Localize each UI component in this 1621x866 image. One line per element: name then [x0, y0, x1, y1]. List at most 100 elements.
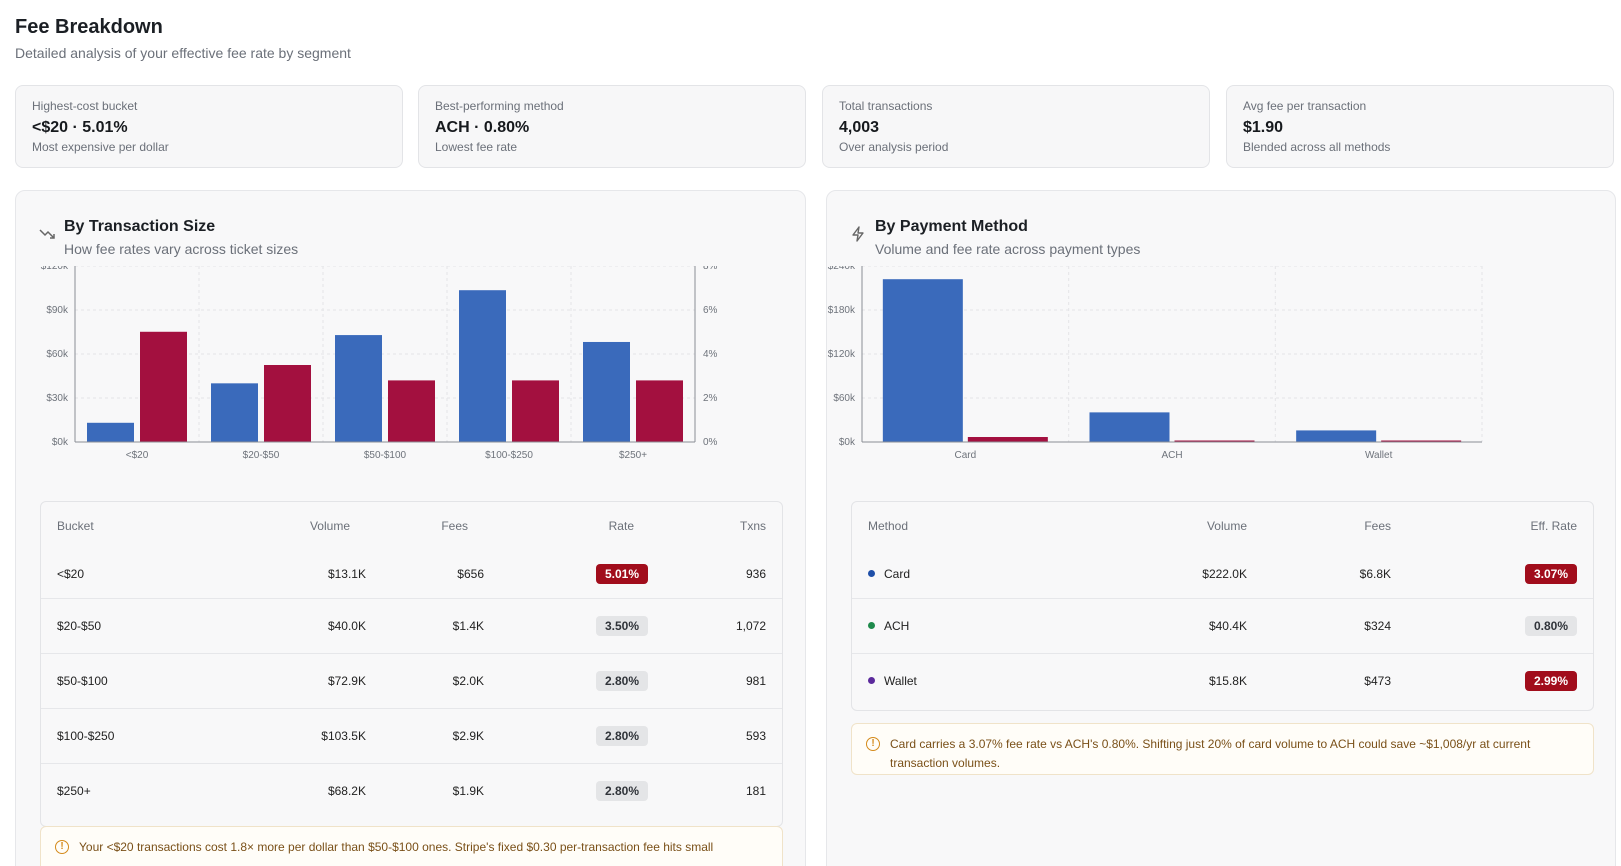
cell-fees: $2.9K	[452, 729, 484, 743]
callout-text: Your <$20 transactions cost 1.8× more pe…	[79, 840, 714, 854]
method-label: ACH	[884, 619, 910, 633]
stat-card-total-transactions: Total transactions 4,003 Over analysis p…	[822, 85, 1210, 168]
cell-bucket: $100-$250	[57, 729, 115, 743]
bar-secondary-3	[512, 380, 559, 442]
stat-sub: Over analysis period	[839, 140, 949, 154]
cell-rate: 5.01%	[595, 564, 648, 584]
bar-secondary-2	[1381, 440, 1462, 442]
bar-secondary-2	[388, 380, 435, 442]
cell-fees: $324	[1364, 619, 1391, 633]
trending-down-icon	[39, 229, 55, 239]
lightning-icon	[852, 226, 864, 242]
callout-text: Card carries a 3.07% fee rate vs ACH's 0…	[890, 737, 1531, 770]
column-header-eff-rate: Eff. Rate	[1530, 519, 1577, 533]
bar-secondary-1	[1174, 440, 1255, 442]
stat-card-best-method: Best-performing method ACH · 0.80% Lowes…	[418, 85, 806, 168]
info-icon: !	[55, 840, 69, 854]
method-label: Card	[884, 567, 911, 581]
y-tick-label-left: $60k	[833, 393, 856, 404]
payment-method-chart: $0k $60k $120k $180k $240k Card ACH Wallet	[828, 266, 1483, 461]
y-tick-label-left: $120k	[41, 266, 69, 272]
y-tick-label-left: $90k	[46, 305, 69, 316]
table-row: Wallet $15.8K $473 2.99%	[852, 653, 1593, 708]
x-tick-label: $50-$100	[364, 450, 407, 461]
bar-primary-2	[1296, 430, 1377, 442]
x-tick-label: $20-$50	[243, 450, 280, 461]
cell-volume: $72.9K	[327, 674, 366, 688]
bar-primary-4	[583, 341, 630, 442]
stat-card-avg-fee: Avg fee per transaction $1.90 Blended ac…	[1226, 85, 1614, 168]
y-tick-label-left: $180k	[828, 305, 856, 316]
stat-value: <$20 · 5.01%	[32, 119, 128, 136]
cell-fees: $2.0K	[452, 674, 484, 688]
y-tick-label-right: 2%	[703, 393, 718, 404]
page-subtitle: Detailed analysis of your effective fee …	[15, 45, 351, 61]
y-tick-label-left: $0k	[52, 437, 69, 448]
x-tick-label: $250+	[619, 450, 647, 461]
y-tick-label-right: 6%	[703, 305, 718, 316]
cell-eff-rate: 0.80%	[1524, 616, 1577, 636]
y-tick-label-left: $240k	[828, 266, 856, 272]
bar-secondary-4	[636, 380, 683, 442]
rate-badge: 2.80%	[595, 671, 648, 691]
cell-txns: 981	[745, 674, 766, 688]
method-color-dot	[868, 677, 875, 685]
cell-rate: 3.50%	[595, 616, 648, 636]
cell-method: ACH	[868, 619, 909, 633]
method-label: Wallet	[884, 674, 917, 688]
stat-sub: Blended across all methods	[1243, 140, 1391, 154]
y-tick-label-left: $30k	[46, 393, 69, 404]
bar-primary-0	[882, 279, 963, 442]
rate-badge: 3.07%	[1524, 564, 1577, 584]
cell-txns: 936	[745, 567, 766, 581]
x-tick-label: ACH	[1161, 450, 1182, 461]
x-tick-label: Card	[954, 450, 976, 461]
y-tick-label-left: $120k	[828, 349, 856, 360]
method-color-dot	[868, 622, 875, 630]
panel-title: By Transaction Size	[64, 218, 216, 235]
bar-primary-1	[1089, 412, 1170, 442]
cell-txns: 1,072	[735, 619, 766, 633]
rate-badge: 0.80%	[1524, 616, 1577, 636]
column-header-txns: Txns	[739, 519, 766, 533]
cell-bucket: $20-$50	[57, 619, 102, 633]
bar-secondary-1	[264, 365, 311, 442]
bar-secondary-0	[140, 331, 187, 442]
x-tick-label: <$20	[126, 450, 149, 461]
stat-sub: Lowest fee rate	[435, 140, 518, 154]
panel-subtitle: Volume and fee rate across payment types	[875, 241, 1141, 257]
cell-rate: 2.80%	[595, 781, 648, 801]
cell-fees: $1.9K	[452, 784, 484, 798]
bar-primary-0	[87, 422, 134, 442]
bar-secondary-0	[967, 437, 1048, 442]
table-row: $250+ $68.2K $1.9K 2.80% 181	[41, 763, 782, 818]
column-header-volume: Volume	[1206, 519, 1247, 533]
column-header-fees: Fees	[441, 519, 468, 533]
cell-rate: 2.80%	[595, 726, 648, 746]
cell-bucket: <$20	[57, 567, 85, 581]
column-header-rate: Rate	[608, 519, 634, 533]
cell-bucket: $250+	[57, 784, 91, 798]
cell-volume: $103.5K	[321, 729, 366, 743]
column-header-bucket: Bucket	[57, 519, 94, 533]
panel-subtitle: How fee rates vary across ticket sizes	[64, 241, 299, 257]
cell-eff-rate: 2.99%	[1524, 671, 1577, 691]
table-row: $20-$50 $40.0K $1.4K 3.50% 1,072	[41, 598, 782, 653]
cell-rate: 2.80%	[595, 671, 648, 691]
rate-badge: 3.50%	[595, 616, 648, 636]
size-insight-callout: ! Your <$20 transactions cost 1.8× more …	[40, 826, 783, 866]
cell-fees: $473	[1364, 674, 1391, 688]
y-tick-label-right: 0%	[703, 437, 718, 448]
cell-volume: $40.4K	[1208, 619, 1247, 633]
transaction-size-table: Bucket Volume Fees Rate Txns <$20 $13.1K $…	[40, 501, 783, 827]
cell-volume: $222.0K	[1202, 567, 1247, 581]
cell-method: Card	[868, 567, 910, 581]
y-tick-label-right: 8%	[703, 266, 718, 272]
table-header-row: Method Volume Fees Eff. Rate	[852, 502, 1593, 550]
stat-label: Total transactions	[839, 99, 933, 113]
table-row: $50-$100 $72.9K $2.0K 2.80% 981	[41, 653, 782, 708]
cell-volume: $68.2K	[327, 784, 366, 798]
table-row: ACH $40.4K $324 0.80%	[852, 598, 1593, 653]
rate-badge: 2.80%	[595, 726, 648, 746]
